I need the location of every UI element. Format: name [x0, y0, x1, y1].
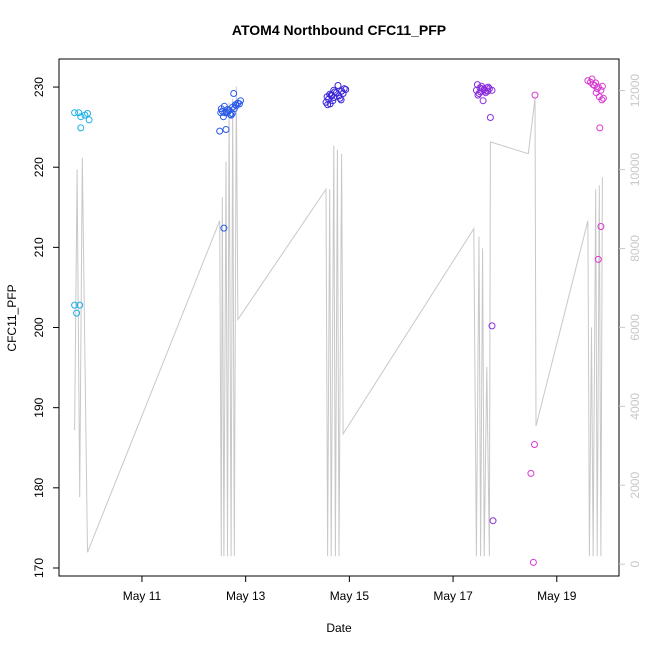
y2-tick-label: 12000: [628, 74, 642, 108]
data-point: [71, 109, 79, 117]
y-tick-label: 180: [32, 477, 46, 497]
series-flight1: [71, 109, 93, 317]
data-point: [591, 82, 599, 89]
data-point: [230, 90, 238, 97]
data-point: [588, 75, 596, 83]
data-point: [479, 97, 487, 105]
data-point: [597, 223, 605, 230]
data-point: [486, 114, 494, 121]
series-flight5: [527, 75, 607, 566]
plot-frame: [58, 58, 620, 577]
y2-tick-label: 10000: [628, 152, 642, 186]
data-point: [342, 86, 350, 93]
x-tick-label: May 11: [123, 589, 162, 603]
data-point: [334, 82, 342, 89]
data-point: [473, 81, 481, 89]
y2-tick-label: 2000: [628, 472, 642, 499]
series-flight4: [472, 81, 497, 525]
y-axis-right: 0 2000 4000 6000 8000 10000 12000: [619, 74, 642, 568]
data-point: [598, 82, 606, 90]
data-point: [599, 94, 607, 102]
data-point: [237, 97, 244, 105]
chart-title: ATOM4 Northbound CFC11_PFP: [232, 22, 446, 38]
data-point: [220, 102, 228, 110]
y-axis-label: CFC11_PFP: [5, 284, 19, 351]
data-point: [84, 110, 91, 117]
x-tick-label: May 15: [330, 589, 370, 603]
y-tick-label: 230: [32, 77, 46, 97]
data-point: [77, 124, 85, 132]
data-point: [594, 255, 602, 263]
y2-tick-label: 8000: [628, 235, 642, 262]
altitude-line-layer: [74, 86, 603, 557]
y-tick-label: 170: [32, 558, 46, 578]
data-point: [489, 517, 497, 525]
data-point: [216, 127, 224, 135]
y-tick-label: 210: [32, 237, 46, 257]
x-tick-label: May 17: [433, 589, 473, 603]
data-point: [336, 94, 344, 102]
data-points-layer: [71, 75, 607, 566]
y2-tick-label: 0: [628, 561, 642, 568]
data-point: [76, 301, 84, 309]
data-point: [596, 124, 604, 132]
data-point: [222, 126, 230, 133]
data-point: [482, 89, 490, 97]
data-point: [326, 100, 334, 108]
series-flight3: [322, 82, 350, 109]
data-point: [592, 89, 600, 97]
x-axis-label: Date: [326, 621, 352, 635]
y2-tick-label: 4000: [628, 393, 642, 420]
y-tick-label: 200: [32, 317, 46, 337]
data-point: [531, 441, 538, 448]
data-point: [337, 96, 345, 104]
data-point: [85, 116, 93, 124]
data-point: [217, 109, 225, 117]
data-point: [71, 301, 79, 309]
y-axis-left: 170 180 190 200 210 220 230: [32, 77, 59, 578]
x-tick-label: May 19: [537, 589, 577, 603]
x-axis: May 11 May 13 May 15 May 17 May 19: [123, 576, 577, 603]
series-flight2: [216, 90, 244, 232]
data-point: [235, 100, 243, 108]
y-tick-label: 190: [32, 397, 46, 417]
data-point: [228, 110, 236, 117]
data-point: [323, 93, 331, 101]
data-point: [220, 224, 228, 232]
altitude-line: [74, 86, 603, 557]
data-point: [488, 322, 496, 330]
data-point: [75, 109, 83, 117]
y2-tick-label: 6000: [628, 314, 642, 341]
data-point: [598, 96, 606, 104]
data-point: [484, 87, 492, 95]
x-tick-label: May 13: [226, 589, 266, 603]
data-point: [73, 309, 81, 317]
data-point: [531, 91, 539, 99]
data-point: [328, 92, 336, 100]
data-point: [224, 108, 232, 116]
data-point: [527, 469, 535, 477]
y-tick-label: 220: [32, 157, 46, 177]
data-point: [77, 113, 85, 121]
data-point: [529, 558, 537, 566]
